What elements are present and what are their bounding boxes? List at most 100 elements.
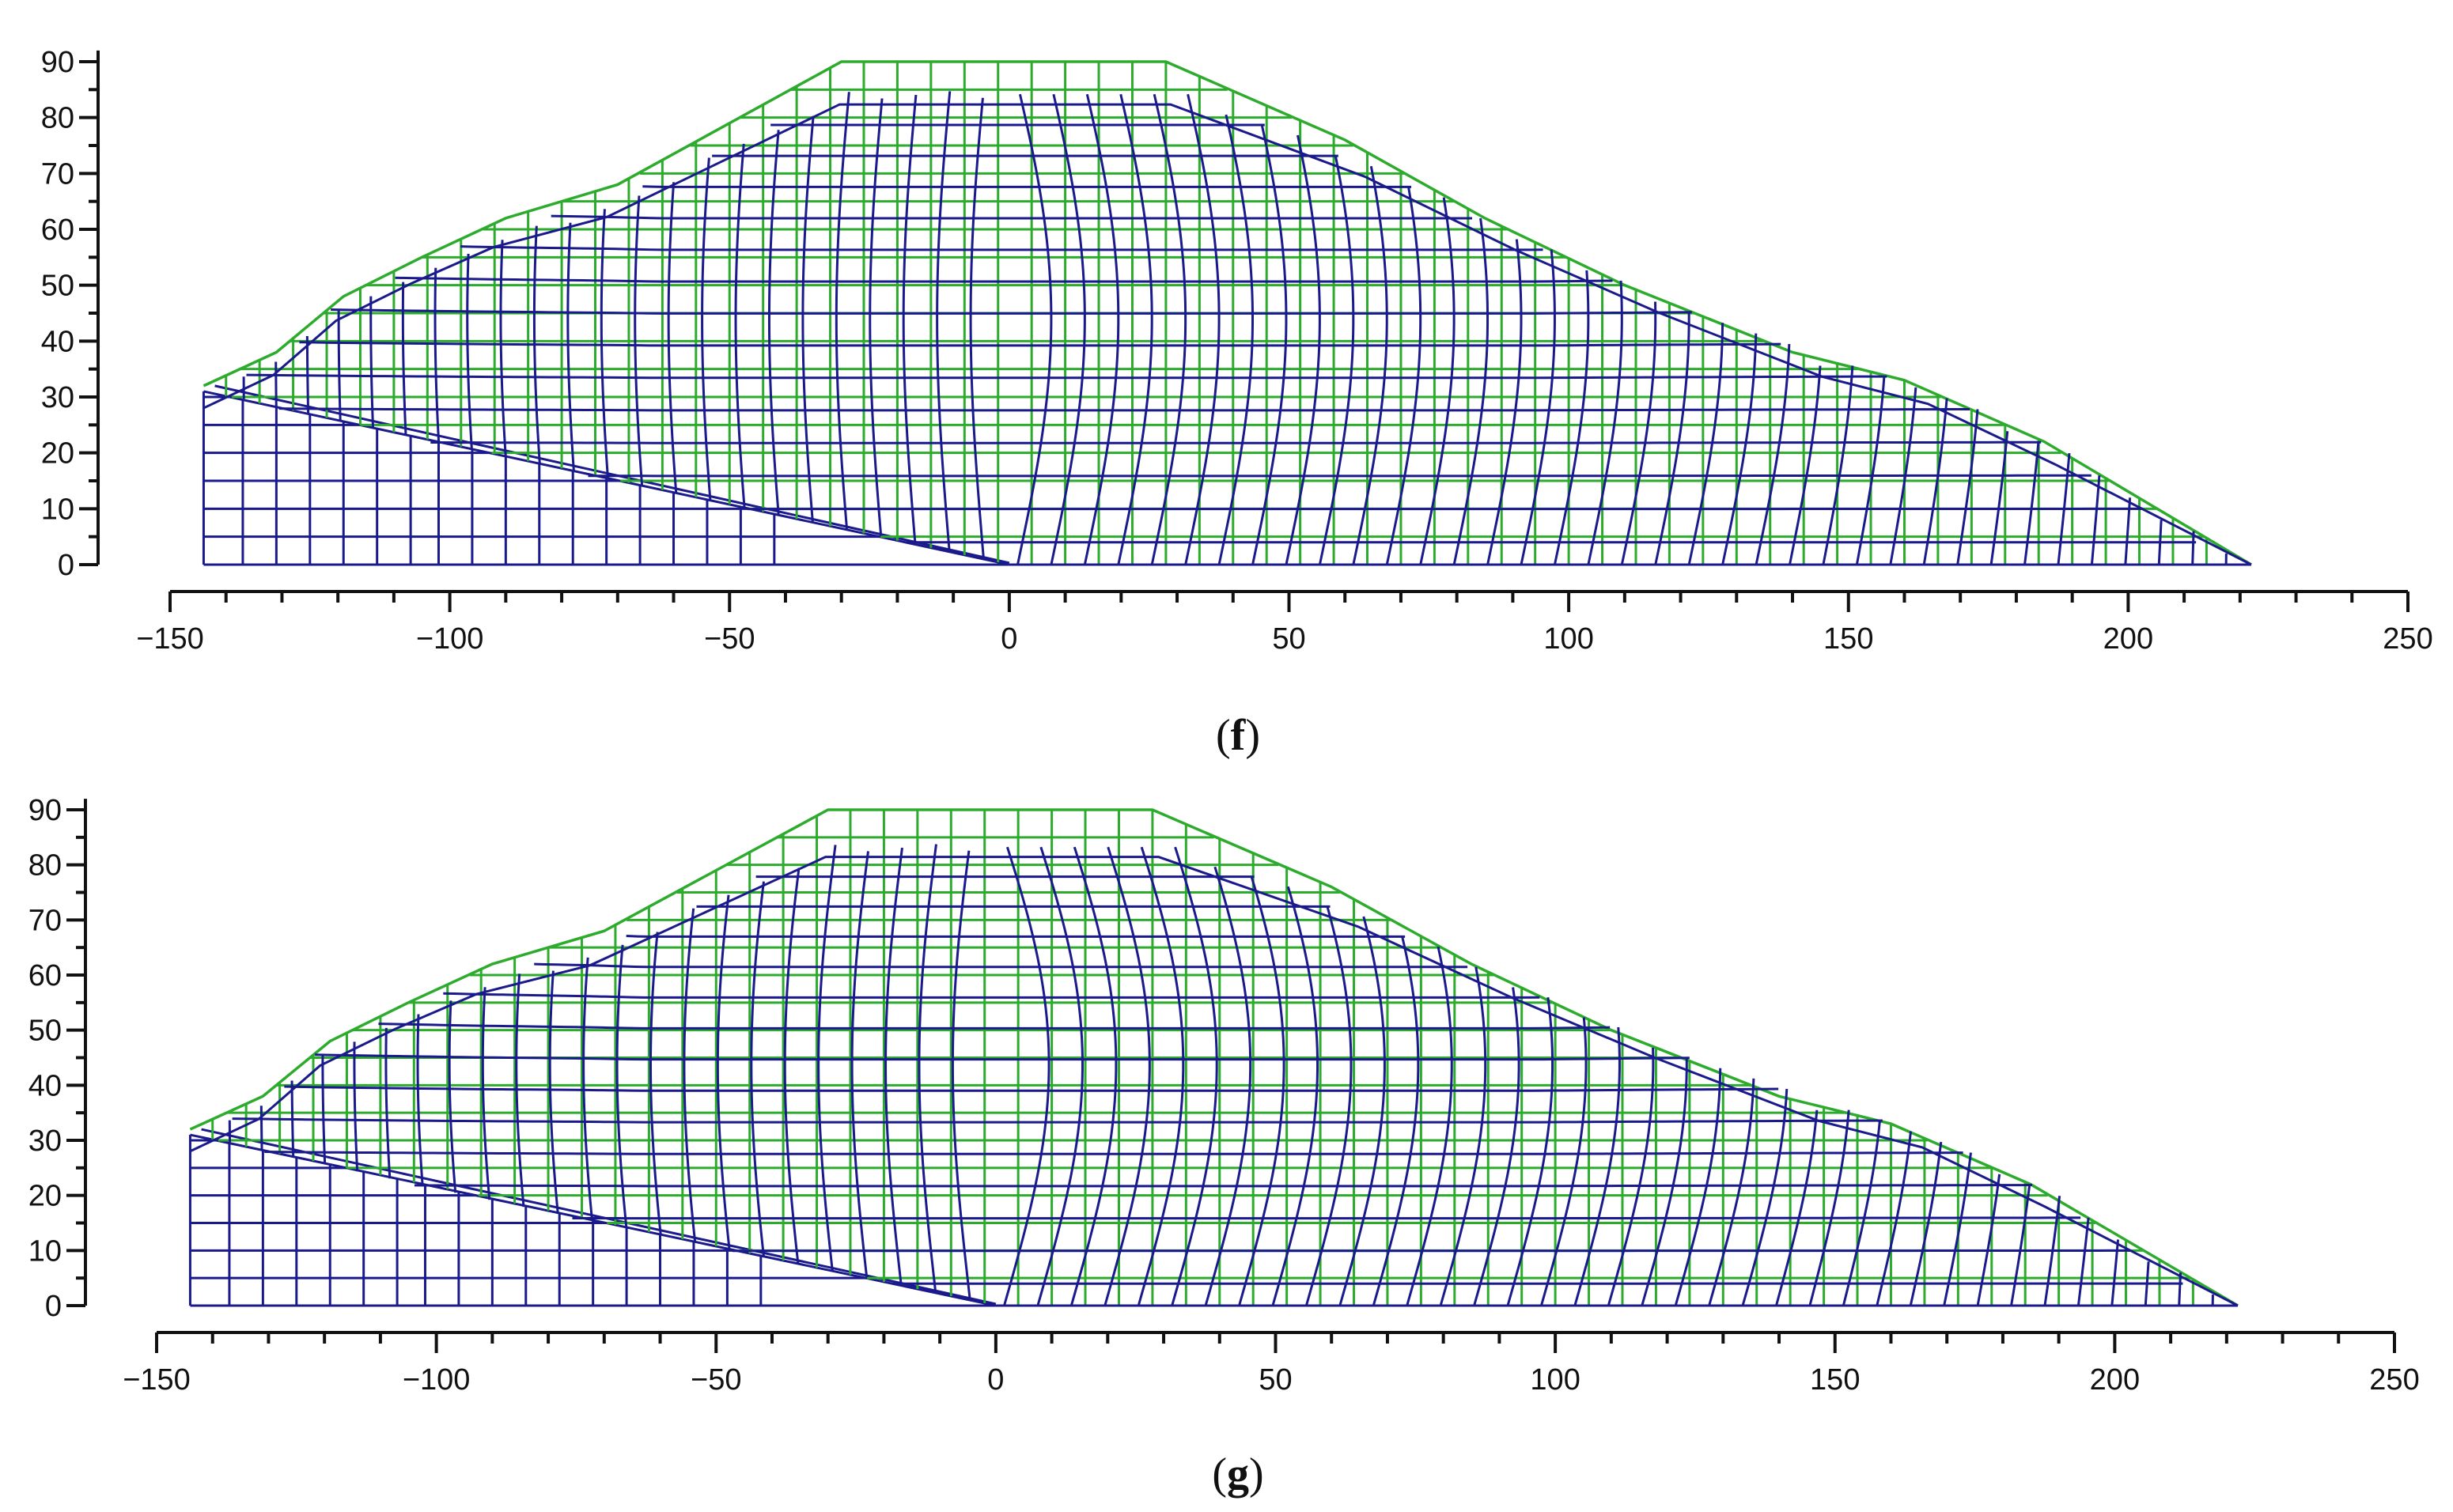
deformed-column	[481, 987, 491, 1200]
deformed-column	[1989, 431, 2009, 565]
deformed-row	[278, 407, 1970, 412]
foundation-slope-2	[214, 384, 1010, 565]
y-tick-label: 30	[28, 1125, 62, 1158]
deformed-column	[1654, 312, 1690, 565]
deformed-row	[284, 1085, 1779, 1092]
deformed-column	[499, 240, 507, 458]
deformed-column	[1506, 996, 1554, 1306]
x-tick-label: 150	[1823, 622, 1873, 656]
deformed-row	[264, 1151, 1963, 1155]
axes-g: 0 10 20 30 40 50 60 70 80 90 −150 −100 −50 0 50 100 150 2…	[28, 794, 2420, 1397]
deformed-column	[1419, 197, 1456, 565]
mesh-g	[188, 808, 2239, 1307]
deformed-row	[551, 214, 1472, 220]
y-tick-label: 10	[28, 1234, 62, 1268]
deformed-column	[2010, 1185, 2031, 1306]
deformed-column	[1573, 1026, 1621, 1306]
deformed-column	[548, 970, 559, 1215]
deformed-row	[626, 935, 1406, 938]
deformed-column	[767, 130, 780, 515]
deformed-column	[369, 296, 375, 429]
y-tick-label: 40	[28, 1069, 62, 1102]
x-tick-label: 150	[1810, 1363, 1860, 1397]
deformed-column	[1876, 1131, 1913, 1306]
x-tick-label: −100	[416, 622, 484, 656]
x-tick-label: 50	[1259, 1363, 1292, 1397]
deformed-column	[1452, 217, 1490, 565]
deformed-column	[1520, 249, 1556, 565]
deformed-column	[1372, 936, 1420, 1306]
deformed-column	[2191, 531, 2195, 565]
y-tick-label: 10	[41, 493, 74, 526]
deformed-outline	[189, 856, 2239, 1307]
deformed-column	[1540, 1017, 1588, 1306]
x-tick-label: 250	[2383, 622, 2432, 656]
deformed-row	[331, 308, 1692, 315]
deformed-column	[566, 222, 575, 472]
deformed-row	[246, 373, 1887, 380]
deformed-column	[1943, 1152, 1972, 1306]
deformed-column	[1103, 846, 1151, 1306]
y-tick-label: 60	[28, 959, 62, 992]
deformed-column	[835, 92, 850, 529]
deformed-column	[1016, 93, 1053, 565]
x-tick-label: −100	[403, 1363, 471, 1397]
deformed-column	[600, 209, 610, 479]
deformed-column	[1486, 239, 1523, 565]
y-tick-label: 80	[28, 849, 62, 883]
deformed-column	[1117, 93, 1153, 565]
deformed-column	[305, 336, 310, 414]
x-tick-label: −50	[704, 622, 755, 656]
deformed-column	[582, 957, 594, 1222]
deformed-column	[2110, 1239, 2120, 1306]
deformed-row	[315, 1053, 1690, 1061]
deformed-column	[1808, 1109, 1850, 1306]
deformed-outline	[203, 103, 2252, 566]
deformed-column	[1741, 1088, 1789, 1306]
deformed-column	[649, 932, 662, 1235]
deformed-column	[2090, 475, 2101, 565]
x-tick-label: 250	[2369, 1363, 2419, 1397]
y-tick-label: 30	[41, 381, 74, 414]
deformed-column	[2144, 1261, 2150, 1306]
deformed-mesh-g	[189, 844, 2239, 1307]
deformed-column	[353, 1041, 359, 1172]
deformed-column	[274, 361, 278, 406]
panel-label-g: (g)	[1212, 1450, 1263, 1499]
deformed-row	[588, 474, 2091, 478]
deformed-column	[448, 1000, 457, 1193]
y-tick-label: 0	[45, 1290, 62, 1323]
y-tick-label: 50	[41, 270, 74, 303]
y-tick-label: 70	[28, 904, 62, 937]
deformed-column	[1674, 1068, 1722, 1306]
deformed-column	[532, 225, 541, 465]
y-tick-label: 20	[28, 1180, 62, 1213]
deformed-column	[2178, 1272, 2182, 1306]
deformed-column	[337, 310, 342, 421]
mesh-f	[202, 60, 2252, 566]
deformed-row	[430, 440, 2042, 444]
deformed-column	[969, 97, 985, 558]
deformed-column	[850, 851, 869, 1278]
deformed-column	[951, 850, 971, 1299]
deformed-column	[869, 98, 884, 536]
y-tick-label: 90	[28, 794, 62, 827]
deformed-column	[701, 157, 712, 501]
deformed-column	[716, 894, 731, 1249]
deformed-row	[460, 245, 1543, 251]
foundation-grid-f	[202, 384, 1010, 566]
deformed-column	[1251, 124, 1288, 565]
panel-g: 0 10 20 30 40 50 60 70 80 90 −150 −100 −50 0 50 100 150 2…	[28, 794, 2420, 1499]
deformed-column	[1171, 846, 1218, 1306]
deformed-column	[1641, 1057, 1688, 1306]
deformed-column	[384, 1027, 392, 1179]
foundation-slope	[203, 390, 1010, 566]
initial-mesh-g	[189, 808, 2239, 1307]
deformed-column	[1003, 846, 1050, 1306]
deformed-column	[1352, 165, 1388, 565]
deformed-mesh-f	[203, 91, 2252, 566]
deformed-column	[1721, 333, 1758, 565]
deformed-column	[401, 282, 407, 436]
deformed-column	[1607, 1047, 1655, 1306]
